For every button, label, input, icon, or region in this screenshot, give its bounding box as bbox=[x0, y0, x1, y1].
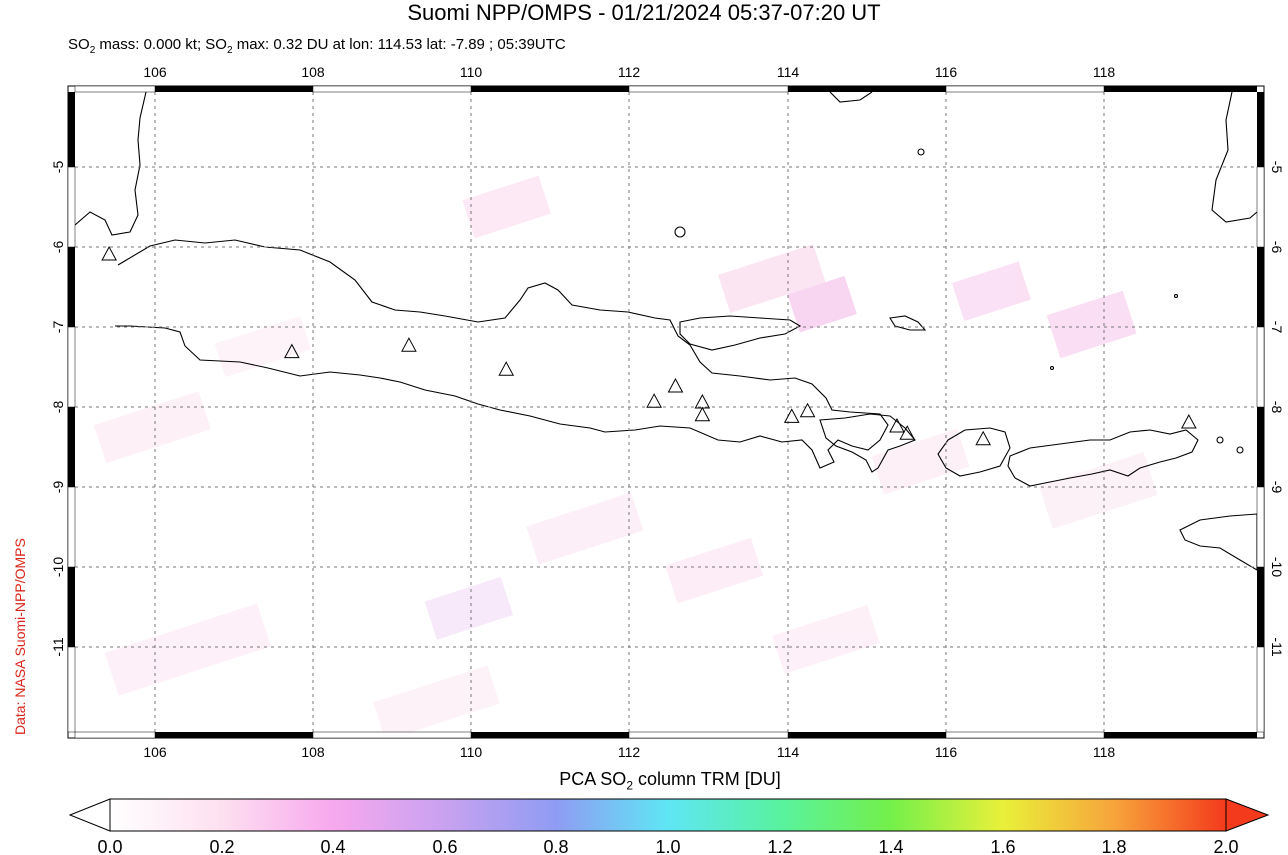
volcano-marker bbox=[667, 377, 684, 393]
lon-tick-top: 108 bbox=[301, 64, 325, 80]
lat-tick-left: -9 bbox=[50, 481, 66, 494]
lat-tick-left: -6 bbox=[50, 241, 66, 254]
map-title: Suomi NPP/OMPS - 01/21/2024 05:37-07:20 … bbox=[407, 0, 881, 25]
lon-tick-top: 116 bbox=[935, 64, 958, 80]
colorbar-tick: 0.4 bbox=[320, 837, 345, 855]
sumbawa-coastline bbox=[1007, 429, 1199, 487]
lon-tick-labels: 106 108 110 112 114 116 118 106 108 110 … bbox=[143, 64, 1115, 760]
colorbar-ticks: 0.0 0.2 0.4 0.6 0.8 1.0 1.2 1.4 1.6 1.8 … bbox=[97, 837, 1238, 855]
volcano-markers bbox=[101, 245, 1197, 446]
so2-subscript-2: 2 bbox=[226, 45, 233, 56]
colorbar-tick: 1.0 bbox=[655, 837, 680, 855]
lon-tick-top: 106 bbox=[143, 64, 167, 80]
bali-coastline bbox=[819, 413, 916, 473]
madura-coastline bbox=[679, 315, 802, 351]
lon-tick-bottom: 114 bbox=[777, 744, 800, 760]
volcano-marker bbox=[101, 245, 117, 261]
colorbar-gradient bbox=[109, 798, 1227, 832]
volcano-marker bbox=[889, 417, 905, 433]
lat-tick-left: -10 bbox=[50, 557, 66, 577]
kangean-islands bbox=[889, 315, 927, 331]
lon-tick-top: 114 bbox=[777, 64, 800, 80]
lon-tick-bottom: 112 bbox=[618, 744, 641, 760]
lon-tick-top: 118 bbox=[1093, 64, 1116, 80]
lon-tick-bottom: 110 bbox=[460, 744, 483, 760]
lat-tick-left: -5 bbox=[50, 161, 66, 174]
lat-tick-labels: -5 -6 -7 -8 -9 -10 -11 -5 -6 -7 -8 -9 -1… bbox=[50, 161, 1285, 657]
colorbar bbox=[68, 798, 1270, 832]
volcano-marker bbox=[899, 425, 916, 440]
volcano-marker bbox=[694, 406, 711, 422]
sumatra-coastline bbox=[75, 92, 147, 236]
colorbar-tick: 0.2 bbox=[209, 837, 234, 855]
colorbar-label-suffix: column TRM [DU] bbox=[633, 769, 781, 789]
colorbar-tick: 1.6 bbox=[990, 837, 1015, 855]
sulawesi-coastline bbox=[1211, 92, 1257, 223]
lat-tick-right: -7 bbox=[1269, 321, 1285, 334]
lat-tick-left: -7 bbox=[50, 321, 66, 334]
lat-tick-right: -5 bbox=[1269, 161, 1285, 174]
lombok-coastline bbox=[937, 427, 1011, 477]
lon-tick-bottom: 108 bbox=[301, 744, 325, 760]
volcano-marker bbox=[646, 393, 662, 408]
lat-tick-right: -9 bbox=[1269, 481, 1285, 494]
lat-tick-right: -8 bbox=[1269, 401, 1285, 414]
flores-coastline bbox=[1179, 513, 1257, 571]
volcano-marker bbox=[1180, 413, 1197, 429]
volcano-marker bbox=[498, 361, 515, 376]
colorbar-min-arrow bbox=[68, 798, 111, 832]
volcano-marker bbox=[799, 402, 816, 418]
volcano-marker bbox=[284, 343, 300, 359]
colorbar-tick: 1.8 bbox=[1101, 837, 1126, 855]
colorbar-label-prefix: PCA SO bbox=[559, 769, 627, 789]
colorbar-tick: 1.2 bbox=[767, 837, 792, 855]
colorbar-tick: 0.8 bbox=[543, 837, 568, 855]
colorbar-label: PCA SO2 column TRM [DU] bbox=[0, 768, 1288, 797]
colorbar-tick: 0.6 bbox=[432, 837, 457, 855]
volcano-marker bbox=[401, 337, 417, 352]
colorbar-tick: 1.4 bbox=[878, 837, 903, 855]
lon-tick-bottom: 106 bbox=[143, 744, 167, 760]
map-frame bbox=[67, 85, 1265, 739]
lat-tick-right: -6 bbox=[1269, 241, 1285, 254]
colorbar-label-subscript: 2 bbox=[626, 778, 633, 793]
so2-summary: SO2 mass: 0.000 kt; SO2 max: 0.32 DU at … bbox=[68, 36, 566, 60]
coastlines bbox=[75, 92, 1257, 571]
so2-summary-prefix: SO bbox=[68, 36, 90, 53]
lat-tick-left: -8 bbox=[50, 401, 66, 414]
so2-subscript-1: 2 bbox=[89, 45, 96, 56]
lon-tick-top: 110 bbox=[460, 64, 483, 80]
lat-tick-right: -10 bbox=[1269, 557, 1285, 577]
colorbar-tick: 2.0 bbox=[1213, 837, 1238, 855]
lat-tick-right: -11 bbox=[1269, 637, 1285, 656]
borneo-coastline bbox=[829, 92, 873, 103]
lat-tick-left: -11 bbox=[50, 637, 66, 656]
colorbar-tick: 0.0 bbox=[97, 837, 122, 855]
volcano-marker bbox=[975, 430, 992, 446]
so2-summary-middle: mass: 0.000 kt; SO bbox=[95, 36, 227, 53]
java-coastline bbox=[115, 239, 889, 469]
graticule bbox=[75, 92, 1257, 732]
lon-tick-bottom: 118 bbox=[1093, 744, 1116, 760]
lon-tick-bottom: 116 bbox=[935, 744, 958, 760]
colorbar-max-arrow bbox=[1225, 798, 1270, 832]
lon-tick-top: 112 bbox=[618, 64, 641, 80]
volcano-marker bbox=[783, 408, 800, 423]
so2-summary-suffix: max: 0.32 DU at lon: 114.53 lat: -7.89 ;… bbox=[232, 36, 566, 53]
map-background bbox=[68, 86, 1264, 738]
